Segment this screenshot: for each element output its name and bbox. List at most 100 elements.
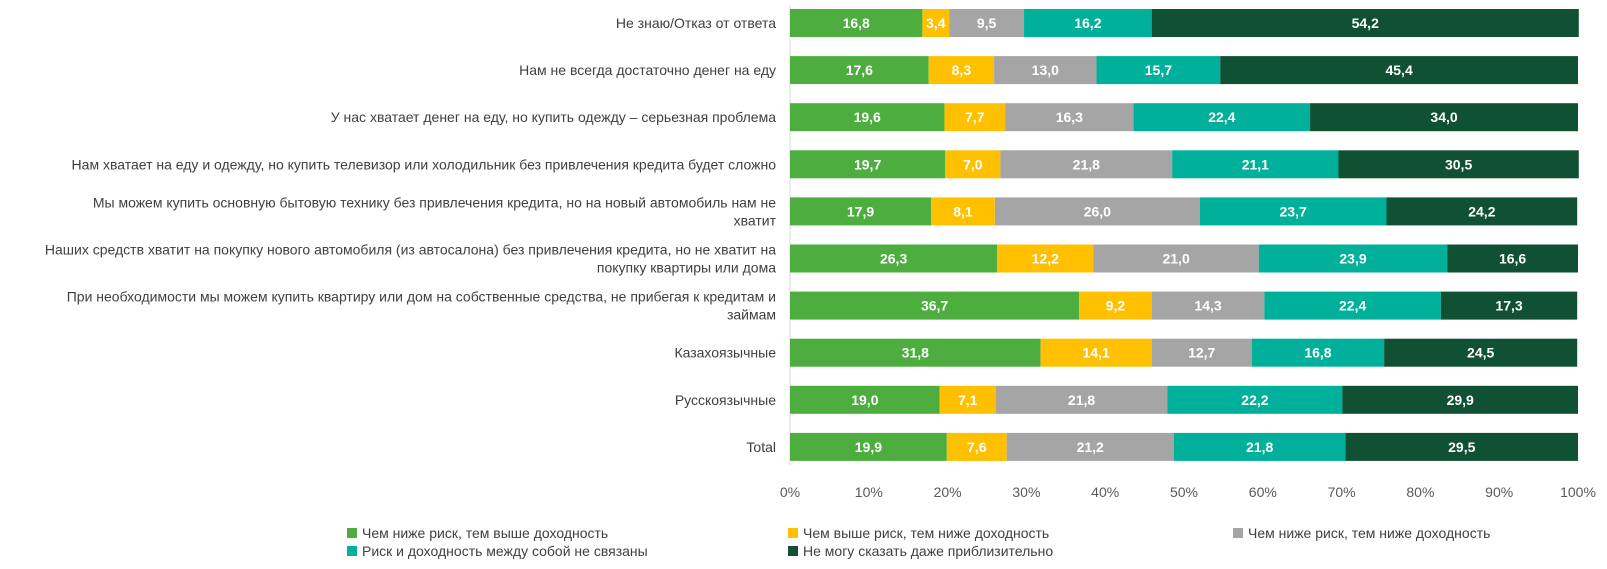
- value-label: 22,4: [1208, 109, 1235, 125]
- bar-segment: [1199, 197, 1387, 226]
- bar-segment: [790, 432, 947, 461]
- value-label: 36,7: [921, 298, 948, 314]
- bar-segment: [790, 103, 945, 132]
- bar-segment: [1024, 9, 1152, 37]
- x-tick-label: 90%: [1485, 484, 1513, 500]
- value-label: 21,2: [1077, 439, 1104, 455]
- value-label: 7,7: [965, 109, 985, 125]
- bar-segment: [945, 150, 1001, 179]
- bar-segment: [1258, 244, 1448, 273]
- legend-label: Чем ниже риск, тем ниже доходность: [1248, 525, 1490, 541]
- value-label: 21,8: [1068, 392, 1095, 408]
- legend-swatch: [347, 546, 357, 556]
- value-label: 7,1: [958, 392, 978, 408]
- bar-segment: [790, 9, 923, 37]
- value-label: 16,6: [1499, 251, 1526, 267]
- value-label: 22,2: [1241, 392, 1268, 408]
- legend-label: Чем выше риск, тем ниже доходность: [803, 525, 1049, 541]
- category-label: Total: [746, 439, 776, 455]
- bar-segment: [939, 385, 996, 414]
- x-tick-label: 10%: [855, 484, 883, 500]
- category-label: При необходимости мы можем купить кварти…: [67, 289, 776, 323]
- x-tick-label: 50%: [1170, 484, 1198, 500]
- legend-swatch: [788, 546, 798, 556]
- bar-segment: [1384, 338, 1578, 367]
- value-label: 14,1: [1083, 345, 1110, 361]
- value-label: 8,1: [953, 203, 973, 219]
- value-label: 45,4: [1385, 62, 1412, 78]
- category-label: Русскоязычные: [675, 392, 776, 408]
- value-label: 16,3: [1056, 109, 1083, 125]
- bar-segment: [928, 56, 995, 85]
- bar-segment: [1264, 291, 1441, 320]
- bar-segment: [1220, 56, 1578, 85]
- bar-segment: [995, 385, 1168, 414]
- bar-segment: [1133, 103, 1311, 132]
- value-label: 26,0: [1084, 203, 1111, 219]
- bar-segment: [944, 103, 1006, 132]
- bar-segment: [1079, 291, 1152, 320]
- bar-segment: [1151, 9, 1579, 37]
- value-label: 9,2: [1106, 298, 1126, 314]
- bar-segment: [997, 244, 1094, 273]
- value-label: 19,9: [855, 439, 882, 455]
- bar-segment: [994, 56, 1097, 85]
- bar-segment: [1447, 244, 1578, 273]
- value-label: 19,6: [854, 109, 881, 125]
- x-tick-label: 70%: [1328, 484, 1356, 500]
- value-label: 21,8: [1073, 156, 1100, 172]
- bar-segment: [1251, 338, 1385, 367]
- bar-segment: [1386, 197, 1578, 226]
- category-label: У нас хватает денег на еду, но купить од…: [331, 109, 776, 125]
- value-label: 29,5: [1448, 439, 1475, 455]
- value-label: 34,0: [1430, 109, 1457, 125]
- legend-label: Не могу сказать даже приблизительно: [803, 543, 1053, 559]
- x-tick-label: 40%: [1091, 484, 1119, 500]
- value-label: 23,7: [1280, 203, 1307, 219]
- value-label: 19,7: [854, 156, 881, 172]
- value-label: 8,3: [952, 62, 972, 78]
- bar-segment: [1006, 432, 1174, 461]
- bar-segment: [790, 338, 1041, 367]
- value-label: 9,5: [977, 15, 997, 31]
- value-label: 17,9: [847, 203, 874, 219]
- bar-segment: [1167, 385, 1343, 414]
- category-label: Нам хватает на еду и одежду, но купить т…: [72, 156, 777, 172]
- bar-segment: [946, 432, 1007, 461]
- bar-segment: [1338, 150, 1579, 179]
- bar-segment: [1151, 338, 1252, 367]
- bar-segment: [922, 9, 950, 37]
- value-label: 17,3: [1495, 298, 1522, 314]
- bar-segment: [1093, 244, 1259, 273]
- bar-segment: [790, 291, 1080, 320]
- bar-segment: [1342, 385, 1578, 414]
- x-tick-label: 60%: [1249, 484, 1277, 500]
- bar-segment: [931, 197, 995, 226]
- bar-segment: [1440, 291, 1578, 320]
- bar-segment: [994, 197, 1200, 226]
- value-label: 22,4: [1339, 298, 1366, 314]
- value-label: 29,9: [1447, 392, 1474, 408]
- bar-segment: [1040, 338, 1152, 367]
- category-label: Наших средств хватит на покупку нового а…: [45, 242, 776, 276]
- bar-segment: [1310, 103, 1578, 132]
- value-label: 21,1: [1242, 156, 1269, 172]
- value-label: 16,8: [1304, 345, 1331, 361]
- value-label: 12,2: [1032, 251, 1059, 267]
- value-label: 16,2: [1074, 15, 1101, 31]
- value-label: 7,0: [963, 156, 983, 172]
- legend-label: Риск и доходность между собой не связаны: [362, 543, 648, 559]
- value-label: 14,3: [1194, 298, 1221, 314]
- value-label: 24,5: [1467, 345, 1494, 361]
- value-label: 16,8: [843, 15, 870, 31]
- category-label: Мы можем купить основную бытовую технику…: [93, 194, 777, 228]
- value-label: 31,8: [902, 345, 929, 361]
- category-label: Нам не всегда достаточно денег на еду: [519, 62, 776, 78]
- value-label: 24,2: [1468, 203, 1495, 219]
- value-label: 21,8: [1246, 439, 1273, 455]
- x-tick-label: 100%: [1560, 484, 1596, 500]
- category-labels: Не знаю/Отказ от ответа Нам не всегда дос…: [45, 15, 777, 455]
- legend: Чем ниже риск, тем выше доходность Чем вы…: [347, 525, 1490, 559]
- x-tick-label: 0%: [780, 484, 800, 500]
